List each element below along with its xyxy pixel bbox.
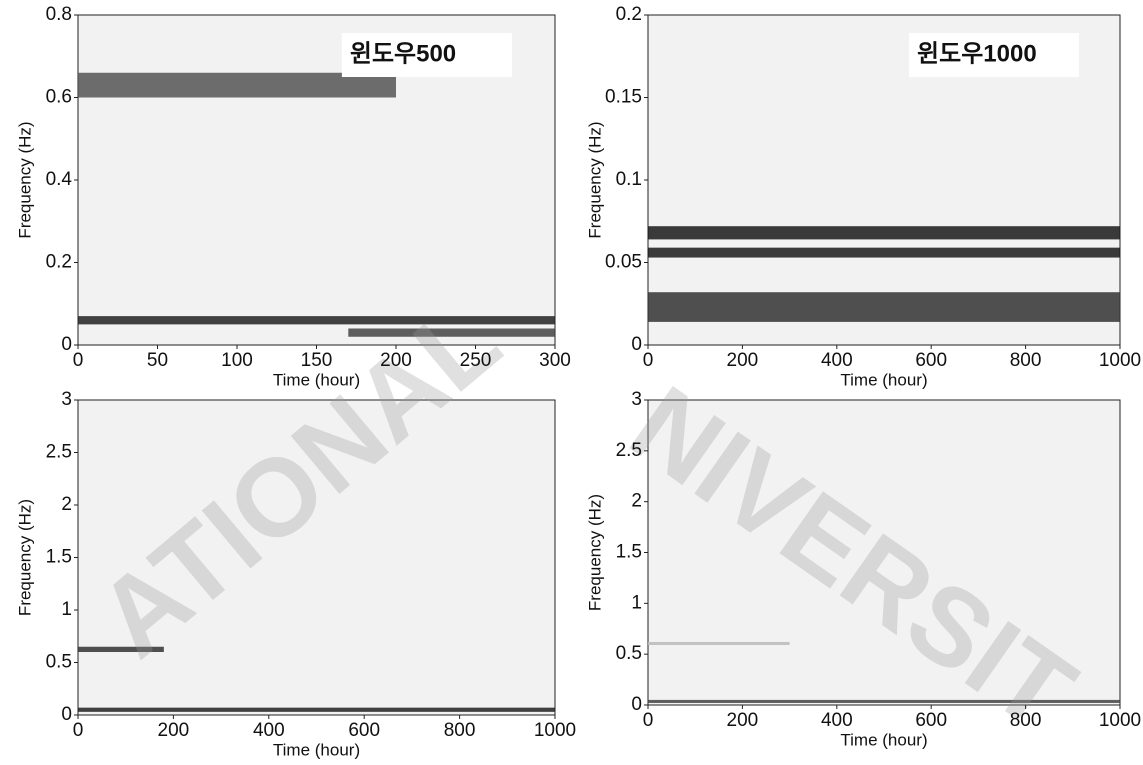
x-axis-label: Time (hour) <box>273 370 360 389</box>
y-tick-label: 2.5 <box>46 442 72 463</box>
y-axis-label: Frequency (Hz) <box>15 499 34 616</box>
x-tick-label: 50 <box>147 350 168 371</box>
x-tick-label: 0 <box>73 350 84 371</box>
y-axis-label: Frequency (Hz) <box>15 121 34 238</box>
y-tick-label: 0.5 <box>46 652 72 673</box>
x-tick-label: 200 <box>727 710 759 731</box>
annotation: 윈도우1000 <box>917 40 1037 67</box>
y-tick-label: 0.4 <box>46 169 73 190</box>
y-tick-label: 1 <box>61 599 72 620</box>
y-axis-label: Frequency (Hz) <box>585 494 604 611</box>
y-tick-label: 2 <box>61 494 72 515</box>
x-tick-label: 1000 <box>1099 350 1141 371</box>
band <box>648 247 1120 258</box>
x-tick-label: 150 <box>301 350 333 371</box>
band <box>78 316 555 325</box>
y-tick-label: 0.05 <box>605 252 642 273</box>
x-tick-label: 400 <box>821 350 853 371</box>
y-tick-label: 0 <box>631 334 642 355</box>
y-tick-label: 2.5 <box>616 440 642 461</box>
x-tick-label: 600 <box>348 720 380 741</box>
y-tick-label: 0 <box>61 704 72 725</box>
band <box>78 646 164 652</box>
y-tick-label: 3 <box>631 389 642 410</box>
band <box>348 328 555 337</box>
x-tick-label: 600 <box>915 350 947 371</box>
x-axis-label: Time (hour) <box>840 370 927 389</box>
x-tick-label: 0 <box>643 710 654 731</box>
x-tick-label: 1000 <box>1099 710 1141 731</box>
y-tick-label: 3 <box>61 389 72 410</box>
x-tick-label: 100 <box>221 350 253 371</box>
y-tick-label: 1.5 <box>616 542 642 563</box>
y-tick-label: 0.8 <box>46 4 72 25</box>
annotation: 윈도우500 <box>350 40 456 67</box>
y-tick-label: 0 <box>61 334 72 355</box>
x-tick-label: 200 <box>727 350 759 371</box>
x-tick-label: 0 <box>643 350 654 371</box>
x-tick-label: 600 <box>915 710 947 731</box>
band <box>78 707 555 712</box>
plot-area <box>647 399 1121 706</box>
x-tick-label: 800 <box>1010 710 1042 731</box>
band <box>648 641 790 646</box>
y-tick-label: 0.6 <box>46 87 72 108</box>
y-tick-label: 0.1 <box>616 169 642 190</box>
plot-area <box>77 399 556 716</box>
y-tick-label: 1.5 <box>46 547 72 568</box>
x-tick-label: 200 <box>158 720 190 741</box>
band <box>648 292 1120 322</box>
x-tick-label: 800 <box>1010 350 1042 371</box>
annotation-box <box>341 33 512 77</box>
x-tick-label: 250 <box>460 350 492 371</box>
band <box>648 699 1120 703</box>
y-tick-label: 0.5 <box>616 643 642 664</box>
x-tick-label: 400 <box>253 720 285 741</box>
y-tick-label: 0.2 <box>46 252 72 273</box>
x-tick-label: 200 <box>380 350 412 371</box>
band <box>648 226 1120 240</box>
y-tick-label: 0.15 <box>605 87 642 108</box>
y-tick-label: 0 <box>631 694 642 715</box>
x-tick-label: 300 <box>539 350 571 371</box>
y-tick-label: 0.2 <box>616 4 642 25</box>
x-tick-label: 400 <box>821 710 853 731</box>
y-tick-label: 2 <box>631 491 642 512</box>
annotation-box <box>909 33 1080 77</box>
x-tick-label: 800 <box>444 720 476 741</box>
x-axis-label: Time (hour) <box>840 730 927 749</box>
x-tick-label: 0 <box>73 720 84 741</box>
y-tick-label: 1 <box>631 592 642 613</box>
x-tick-label: 1000 <box>534 720 576 741</box>
x-axis-label: Time (hour) <box>273 740 360 759</box>
y-axis-label: Frequency (Hz) <box>585 121 604 238</box>
